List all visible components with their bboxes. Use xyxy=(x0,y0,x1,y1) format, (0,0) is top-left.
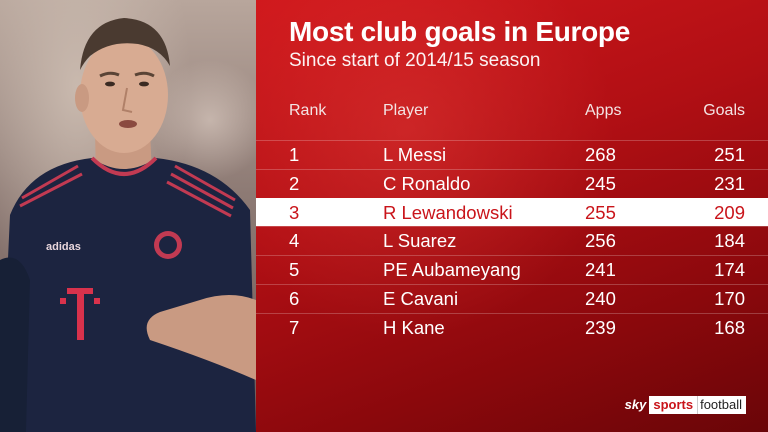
player-photo: adidas xyxy=(0,0,256,432)
sky-sports-football-logo: sky sports football xyxy=(622,396,746,414)
rank-cell: 2 xyxy=(289,172,300,194)
table-row: 5 PE Aubameyang 241 174 xyxy=(256,255,768,284)
rank-cell: 5 xyxy=(289,259,300,281)
goals-cell: 184 xyxy=(714,230,745,252)
rank-cell: 4 xyxy=(289,230,300,252)
player-cell: R Lewandowski xyxy=(383,201,513,223)
page-subtitle: Since start of 2014/15 season xyxy=(289,50,541,71)
rank-cell: 7 xyxy=(289,316,300,338)
apps-cell: 255 xyxy=(585,201,616,223)
table-row: 1 L Messi 268 251 xyxy=(256,140,768,169)
logo-sky: sky xyxy=(624,397,647,412)
goals-cell: 251 xyxy=(714,144,745,165)
table-row: 4 L Suarez 256 184 xyxy=(256,226,768,255)
table-row: 6 E Cavani 240 170 xyxy=(256,283,768,313)
header-goals: Goals xyxy=(703,102,745,119)
goals-cell: 231 xyxy=(714,172,745,194)
logo-sports: sports xyxy=(649,396,698,414)
panel-sheen xyxy=(256,0,616,340)
goals-cell: 170 xyxy=(714,287,745,309)
table-row: 2 C Ronaldo 245 231 xyxy=(256,168,768,198)
stats-table: 1 L Messi 268 251 2 C Ronaldo 245 231 3 … xyxy=(256,140,768,342)
apps-cell: 245 xyxy=(585,172,616,194)
rank-cell: 1 xyxy=(289,144,300,165)
apps-cell: 240 xyxy=(585,287,616,309)
stats-panel: Most club goals in Europe Since start of… xyxy=(256,0,768,432)
rank-cell: 6 xyxy=(289,287,300,309)
player-cell: C Ronaldo xyxy=(383,172,471,194)
player-cell: L Suarez xyxy=(383,230,457,252)
player-cell: H Kane xyxy=(383,316,445,338)
player-illustration: adidas xyxy=(0,18,256,432)
player-cell: E Cavani xyxy=(383,287,459,309)
goals-cell: 168 xyxy=(714,316,745,338)
table-row: 7 H Kane 239 168 xyxy=(256,312,768,342)
header-rank: Rank xyxy=(289,102,327,119)
logo-football: football xyxy=(697,396,746,414)
goals-cell: 209 xyxy=(714,201,745,223)
table-row-highlighted: 3 R Lewandowski 255 209 xyxy=(256,197,768,227)
player-cell: PE Aubameyang xyxy=(383,259,521,281)
apps-cell: 241 xyxy=(585,259,616,281)
svg-text:adidas: adidas xyxy=(46,241,81,253)
apps-cell: 256 xyxy=(585,230,616,252)
page-title: Most club goals in Europe xyxy=(289,16,630,47)
goals-cell: 174 xyxy=(714,259,745,281)
player-cell: L Messi xyxy=(383,144,447,165)
apps-cell: 239 xyxy=(585,316,616,338)
header-player: Player xyxy=(383,102,429,119)
header-apps: Apps xyxy=(585,102,622,119)
apps-cell: 268 xyxy=(585,144,616,165)
rank-cell: 3 xyxy=(289,201,300,223)
